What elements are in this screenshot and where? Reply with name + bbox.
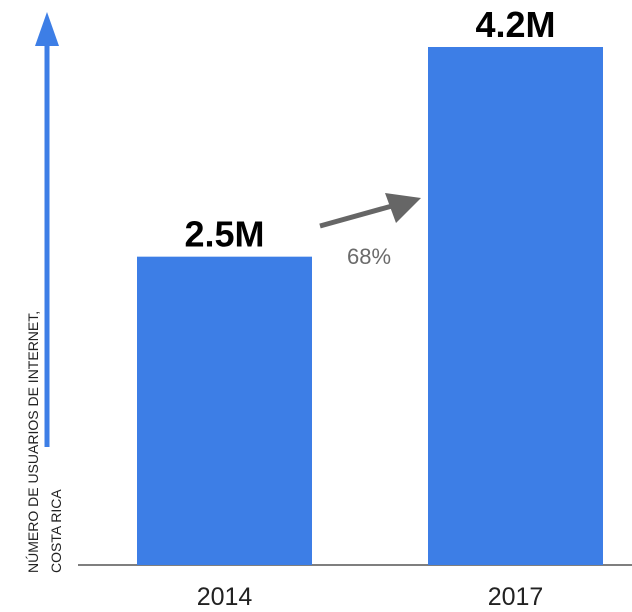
x-tick-label-2014: 2014 xyxy=(197,583,253,611)
value-label-2014: 2.5M xyxy=(184,214,264,255)
bar-2017 xyxy=(428,47,603,565)
y-axis-title-line-1: NÚMERO DE USUARIOS DE INTERNET, xyxy=(25,311,41,573)
value-label-2017: 4.2M xyxy=(475,4,555,45)
bar-2014 xyxy=(137,256,312,565)
y-axis-arrow-head xyxy=(35,12,59,46)
bar-series: 2.5M 2014 4.2M 2017 xyxy=(137,4,603,611)
growth-percentage-label: 68% xyxy=(347,244,391,269)
y-axis-title-line-2: COSTA RICA xyxy=(48,489,64,573)
growth-arrow-shaft xyxy=(319,203,393,229)
x-tick-label-2017: 2017 xyxy=(488,583,544,611)
growth-arrow-head xyxy=(385,193,421,223)
